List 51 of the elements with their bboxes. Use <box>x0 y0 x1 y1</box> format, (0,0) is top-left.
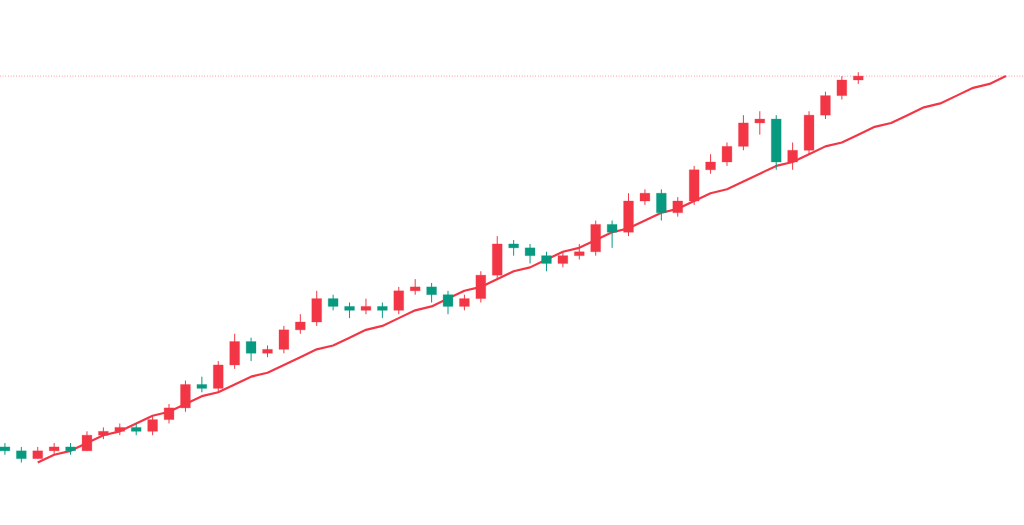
candlestick <box>295 313 306 335</box>
candlestick <box>163 403 175 425</box>
candlestick <box>853 71 864 85</box>
candlestick <box>721 141 733 167</box>
candlestick <box>771 114 782 171</box>
candlestick <box>377 302 388 319</box>
candlestick <box>557 251 568 268</box>
candlestick <box>98 426 109 440</box>
candlestick <box>131 423 142 436</box>
candlestick <box>590 220 601 257</box>
candlestick <box>607 220 618 249</box>
candlestick <box>49 442 60 456</box>
candlestick <box>344 302 355 319</box>
candlestick <box>147 415 158 436</box>
candlestick <box>0 442 10 456</box>
candlestick <box>65 442 76 456</box>
candlestick <box>442 290 454 315</box>
candlestick <box>180 380 191 413</box>
candlestick <box>754 110 765 136</box>
candlestick <box>541 251 552 272</box>
candlestick <box>81 430 93 452</box>
candlestick <box>262 344 273 358</box>
candlestick <box>803 110 815 155</box>
candlestick <box>426 282 437 304</box>
candlestick <box>114 423 125 436</box>
candlestick <box>213 360 224 393</box>
candlestick <box>328 294 339 311</box>
candlestick <box>787 141 798 171</box>
candlestick <box>459 294 470 311</box>
candlestick <box>278 325 289 354</box>
candlestick <box>410 278 421 296</box>
candlestick <box>311 290 322 327</box>
candlestick <box>672 196 683 218</box>
candlestick <box>623 192 634 237</box>
candlestick <box>689 165 700 206</box>
candlestick <box>574 243 585 261</box>
candlestick <box>16 446 27 464</box>
candlestick <box>360 298 372 315</box>
candlestick <box>508 239 519 257</box>
candlestick <box>705 153 716 175</box>
candlestick <box>524 243 536 264</box>
candlestick <box>820 91 831 120</box>
candlestick <box>393 286 404 315</box>
candlestick <box>229 333 240 370</box>
candlestick <box>475 270 486 304</box>
candlestick <box>656 188 667 222</box>
candlestick <box>246 337 257 362</box>
candlestick <box>492 235 503 280</box>
candlestick <box>738 114 749 151</box>
candlestick <box>196 376 207 393</box>
candlestick <box>639 188 651 206</box>
